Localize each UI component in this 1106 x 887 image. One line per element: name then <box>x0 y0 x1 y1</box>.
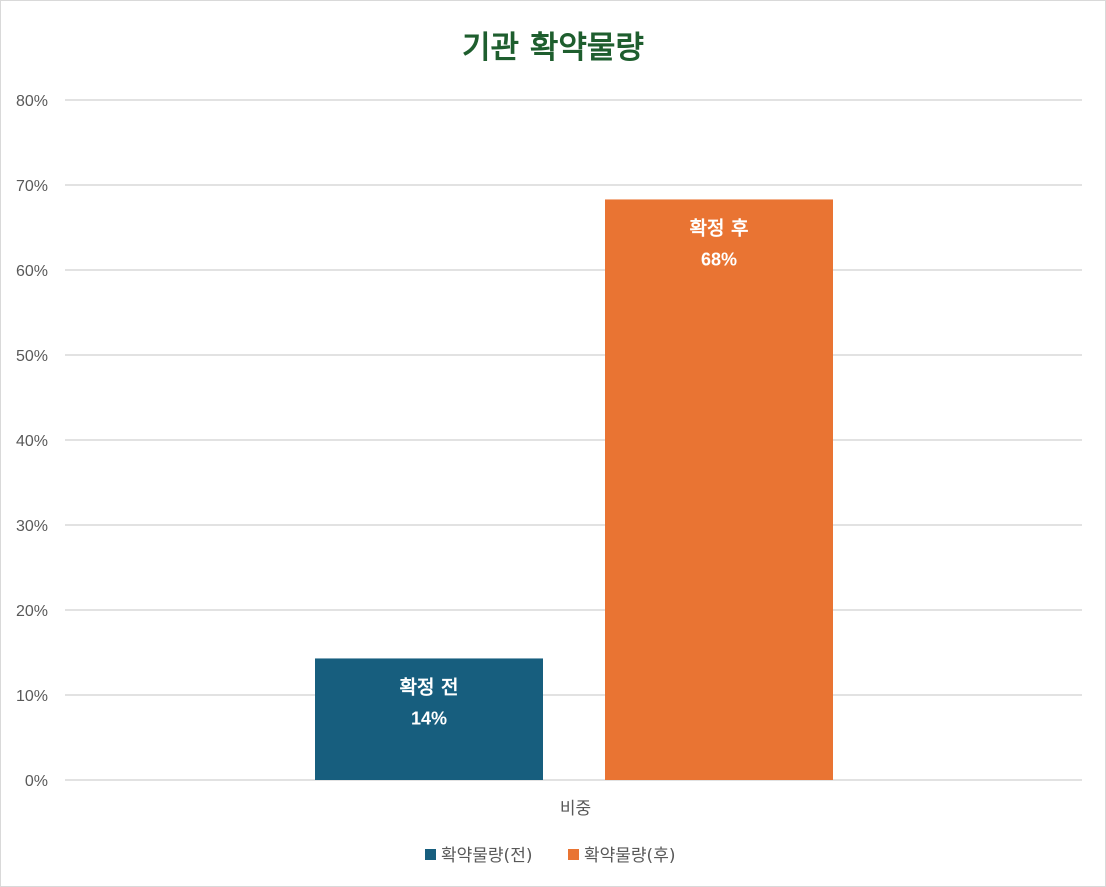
y-tick-label: 50% <box>16 348 48 365</box>
bar-data-label-name: 확정 후 <box>689 216 748 239</box>
data-labels: 확정 전 14% 확정 후 68% <box>399 216 748 728</box>
y-tick-label: 40% <box>16 433 48 450</box>
x-category-label: 비중 <box>560 799 591 819</box>
legend-entry-label: 확약물량(전) <box>441 846 532 866</box>
chart-title: 기관 확약물량 <box>462 30 644 66</box>
y-tick-label: 20% <box>16 603 48 620</box>
y-tick-label: 10% <box>16 688 48 705</box>
x-axis-categories: 비중 <box>560 799 591 819</box>
y-tick-label: 70% <box>16 178 48 195</box>
bar-data-label-value: 14% <box>411 708 447 728</box>
bar-data-label-name: 확정 전 <box>399 675 458 698</box>
legend-swatch <box>568 849 579 860</box>
legend-swatch <box>425 849 436 860</box>
bars <box>315 199 833 780</box>
bar-data-label-value: 68% <box>701 249 737 269</box>
bar-before <box>315 658 543 780</box>
bar-after <box>605 199 833 780</box>
y-tick-label: 0% <box>25 773 48 790</box>
y-axis-ticks: 0% 10% 20% 30% 40% 50% 60% 70% 80% <box>16 93 48 790</box>
gridlines <box>65 99 1082 781</box>
legend-entry-label: 확약물량(후) <box>584 846 675 866</box>
y-tick-label: 80% <box>16 93 48 110</box>
legend: 확약물량(전) 확약물량(후) <box>425 846 675 866</box>
y-tick-label: 30% <box>16 518 48 535</box>
y-tick-label: 60% <box>16 263 48 280</box>
